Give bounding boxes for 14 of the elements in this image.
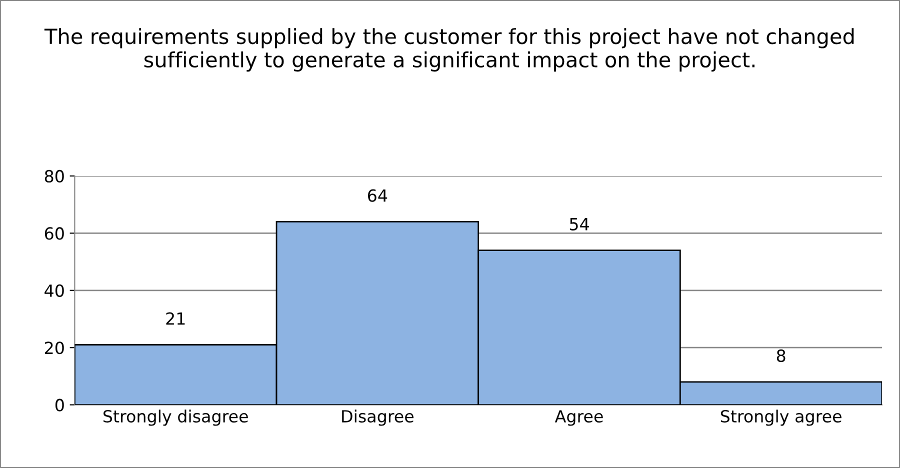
x-tick-label: Strongly agree bbox=[720, 410, 842, 426]
chart-title: The requirements supplied by the customer for this project have not changed sufficiently to generate a significant impact on the project. bbox=[44, 28, 854, 72]
y-tick-label: 0 bbox=[55, 398, 64, 412]
y-tick-label: 60 bbox=[44, 227, 64, 240]
y-tick-label: 80 bbox=[44, 170, 64, 183]
data-label: 64 bbox=[368, 189, 388, 202]
y-tick-label: 20 bbox=[44, 342, 64, 354]
data-label: 8 bbox=[776, 349, 786, 362]
x-tick-label: Agree bbox=[554, 410, 603, 426]
x-tick-label: Strongly disagree bbox=[104, 410, 248, 426]
data-label: 54 bbox=[570, 218, 589, 230]
y-tick-label: 40 bbox=[44, 284, 64, 297]
data-label: 21 bbox=[166, 312, 185, 325]
x-tick-label: Disagree bbox=[342, 410, 414, 426]
